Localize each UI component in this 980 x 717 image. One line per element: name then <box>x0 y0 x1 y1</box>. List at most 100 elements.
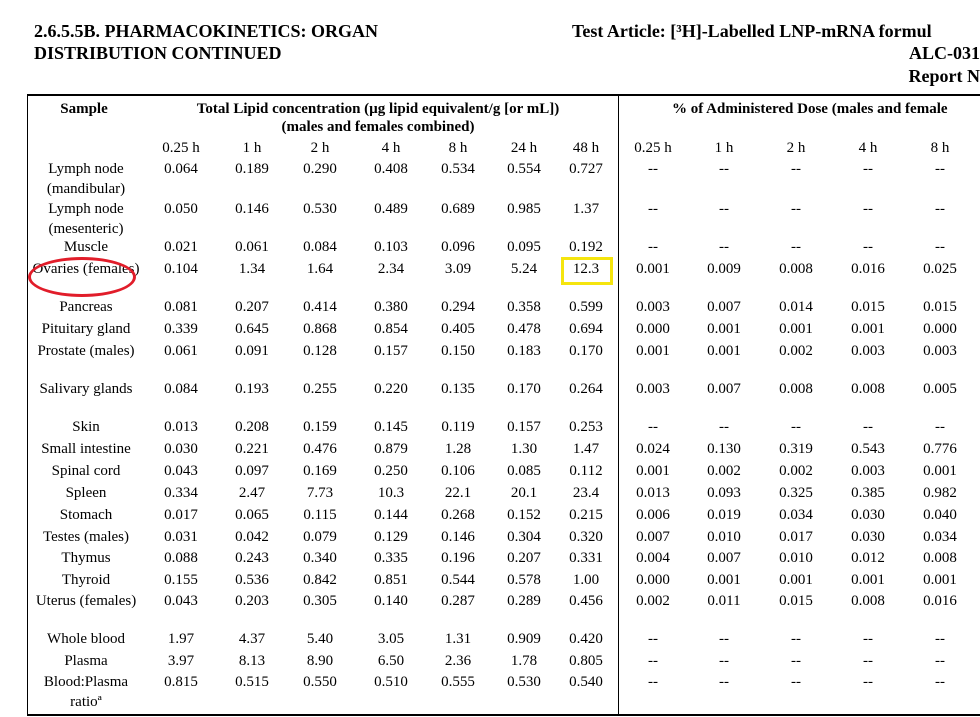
concentration-value: 0.408 <box>374 161 408 177</box>
dose-value: 0.003 <box>636 381 670 397</box>
concentration-value: 0.599 <box>569 299 603 315</box>
dose-value: 0.001 <box>636 261 670 277</box>
dose-value: -- <box>935 631 945 647</box>
concentration-value: 0.208 <box>235 419 269 435</box>
concentration-value: 0.061 <box>164 343 198 359</box>
dose-value: -- <box>863 674 873 690</box>
dose-value: 0.001 <box>707 343 741 359</box>
dose-value: 0.034 <box>923 529 957 545</box>
concentration-value: 0.189 <box>235 161 269 177</box>
dose-value: 0.001 <box>851 572 885 588</box>
dose-value: -- <box>863 419 873 435</box>
concentration-value: 0.042 <box>235 529 269 545</box>
dose-timepoint-header: 2 h <box>786 140 806 156</box>
concentration-value: 1.00 <box>572 572 600 588</box>
concentration-value: 0.550 <box>303 674 337 690</box>
concentration-value: 0.879 <box>374 441 408 457</box>
concentration-value: 0.084 <box>303 239 337 255</box>
concentration-value: 0.196 <box>441 550 475 566</box>
dose-value: 0.982 <box>923 485 957 501</box>
concentration-value: 0.544 <box>441 572 475 588</box>
concentration-value: 0.335 <box>374 550 408 566</box>
concentration-value: 0.017 <box>164 507 198 523</box>
concentration-value: 0.150 <box>441 343 475 359</box>
table-bottom-rule <box>27 714 980 716</box>
sample-name: Muscle <box>63 239 109 255</box>
concentration-value: 0.050 <box>164 201 198 217</box>
sample-name: Blood:Plasma ratioª <box>43 674 129 710</box>
dose-value: 0.001 <box>636 463 670 479</box>
concentration-value: 3.97 <box>167 653 195 669</box>
concentration-value: 0.207 <box>235 299 269 315</box>
concentration-value: 0.140 <box>374 593 408 609</box>
dose-value: 0.003 <box>636 299 670 315</box>
concentration-value: 5.24 <box>510 261 538 277</box>
concentration-value: 0.290 <box>303 161 337 177</box>
sample-name: Thymus <box>61 550 111 566</box>
dose-value: 0.776 <box>923 441 957 457</box>
concentration-value: 0.221 <box>235 441 269 457</box>
sample-name: Skin <box>72 419 100 435</box>
concentration-value: 0.645 <box>235 321 269 337</box>
concentration-value: 0.084 <box>164 381 198 397</box>
concentration-value: 0.268 <box>441 507 475 523</box>
dose-value: 0.002 <box>779 463 813 479</box>
concentration-value: 0.305 <box>303 593 337 609</box>
dose-group-header: % of Administered Dose (males and female <box>672 101 948 117</box>
table-top-rule <box>27 94 980 96</box>
concentration-value: 0.128 <box>303 343 337 359</box>
dose-value: 0.319 <box>779 441 813 457</box>
dose-value: -- <box>791 419 801 435</box>
dose-value: -- <box>791 631 801 647</box>
dose-value: 0.009 <box>707 261 741 277</box>
dose-value: 0.130 <box>707 441 741 457</box>
concentration-value: 0.243 <box>235 550 269 566</box>
dose-value: -- <box>648 674 658 690</box>
section-title-line1: 2.6.5.5B. PHARMACOKINETICS: ORGAN <box>34 21 379 41</box>
dose-value: -- <box>719 631 729 647</box>
concentration-value: 0.304 <box>507 529 541 545</box>
dose-value: 0.002 <box>636 593 670 609</box>
concentration-value: 3.09 <box>444 261 472 277</box>
concentration-value: 0.081 <box>164 299 198 315</box>
concentration-value: 20.1 <box>510 485 538 501</box>
test-article-label: Test Article: [³H]-Labelled LNP-mRNA for… <box>572 21 932 41</box>
concentration-value: 0.065 <box>235 507 269 523</box>
concentration-value: 0.264 <box>569 381 603 397</box>
dose-value: -- <box>863 239 873 255</box>
concentration-value: 0.220 <box>374 381 408 397</box>
sample-name: Whole blood <box>47 631 125 647</box>
concentration-value: 8.13 <box>238 653 266 669</box>
concentration-value: 0.155 <box>164 572 198 588</box>
concentration-value: 0.088 <box>164 550 198 566</box>
dose-value: -- <box>719 674 729 690</box>
dose-value: 0.004 <box>636 550 670 566</box>
concentration-value: 1.78 <box>510 653 538 669</box>
dose-value: 0.001 <box>636 343 670 359</box>
concentration-value: 0.555 <box>441 674 475 690</box>
dose-value: -- <box>935 674 945 690</box>
dose-value: 0.008 <box>923 550 957 566</box>
dose-value: 0.325 <box>779 485 813 501</box>
dose-value: 0.012 <box>851 550 885 566</box>
concentration-value: 0.157 <box>507 419 541 435</box>
concentration-timepoint-header: 2 h <box>310 140 330 156</box>
dose-value: -- <box>719 419 729 435</box>
concentration-value: 0.096 <box>441 239 475 255</box>
concentration-value: 0.135 <box>441 381 475 397</box>
concentration-value: 1.34 <box>238 261 266 277</box>
concentration-timepoint-header: 4 h <box>381 140 401 156</box>
dose-value: 0.008 <box>851 381 885 397</box>
concentration-value: 0.578 <box>507 572 541 588</box>
dose-value: 0.010 <box>779 550 813 566</box>
concentration-value: 0.320 <box>569 529 603 545</box>
dose-value: 0.015 <box>779 593 813 609</box>
sample-column-header: Sample <box>60 101 108 117</box>
concentration-value: 1.37 <box>572 201 600 217</box>
concentration-value: 12.3 <box>572 261 600 277</box>
sample-name: Thyroid <box>61 572 111 588</box>
dose-value: 0.014 <box>779 299 813 315</box>
concentration-value: 0.157 <box>374 343 408 359</box>
test-article-code: ALC-031 <box>909 43 980 63</box>
concentration-value: 0.909 <box>507 631 541 647</box>
